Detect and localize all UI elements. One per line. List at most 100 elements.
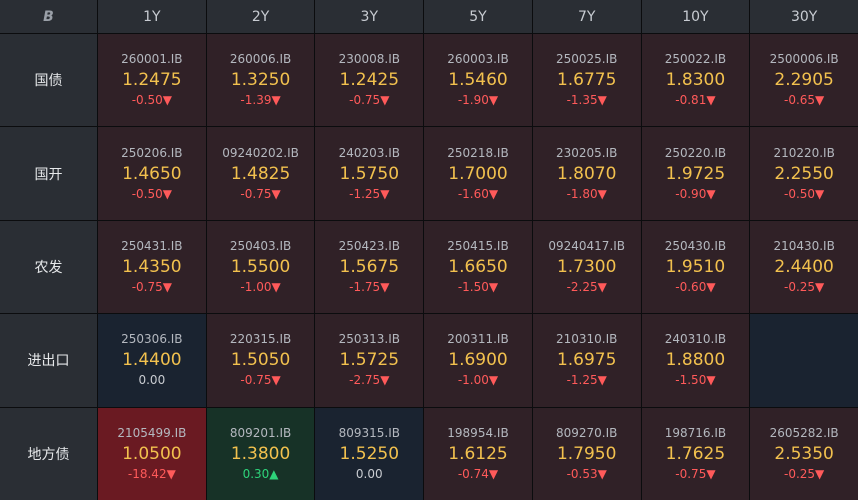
tenor-header-3y: 3Y: [315, 0, 424, 33]
bond-yield: 2.5350: [774, 443, 834, 464]
quote-cell[interactable]: 2605282.IB 2.5350 -0.25▼: [750, 407, 858, 500]
bond-yield: 1.2425: [339, 70, 400, 91]
app-logo-icon[interactable]: B: [0, 0, 97, 33]
quote-cell[interactable]: 250220.IB 1.9725 -0.90▼: [641, 127, 750, 220]
quote-cell[interactable]: 250423.IB 1.5675 -1.75▼: [315, 220, 424, 314]
quote-cell[interactable]: 2500006.IB 2.2905 -0.65▼: [750, 34, 858, 127]
bond-yield: 1.8300: [665, 70, 726, 91]
bond-code: 250313.IB: [338, 332, 400, 347]
bond-code: 250206.IB: [121, 145, 183, 160]
yield-change: -0.75▼: [240, 186, 281, 201]
yield-change: -1.50▼: [675, 373, 716, 388]
quote-cell[interactable]: 210430.IB 2.4400 -0.25▼: [750, 220, 858, 314]
quote-cell[interactable]: 198954.IB 1.6125 -0.74▼: [424, 407, 532, 500]
bond-code: 240203.IB: [338, 145, 400, 160]
yield-change: -0.65▼: [784, 93, 825, 108]
bond-code: 220315.IB: [229, 332, 292, 347]
yield-change: -1.25▼: [349, 186, 390, 201]
quote-cell[interactable]: 240203.IB 1.5750 -1.25▼: [315, 127, 424, 220]
tenor-header-2y: 2Y: [206, 0, 315, 33]
bond-yield: 1.7300: [556, 256, 617, 277]
quote-cell[interactable]: 09240417.IB 1.7300 -2.25▼: [532, 220, 641, 314]
quote-cell[interactable]: 250218.IB 1.7000 -1.60▼: [424, 127, 532, 220]
quote-cell[interactable]: 250430.IB 1.9510 -0.60▼: [641, 220, 750, 314]
bond-code: 260006.IB: [229, 52, 292, 67]
bond-yield: 1.3800: [230, 443, 291, 464]
yield-change: -1.35▼: [566, 93, 607, 108]
bond-yield: 1.7000: [448, 163, 508, 184]
bond-code: 210310.IB: [556, 332, 618, 347]
yield-change: -0.75▼: [131, 279, 172, 294]
bond-code: 09240202.IB: [222, 145, 299, 160]
quote-cell[interactable]: 250206.IB 1.4650 -0.50▼: [98, 127, 206, 220]
quote-cell[interactable]: 809201.IB 1.3800 0.30▲: [206, 407, 315, 500]
quote-cell[interactable]: 809315.IB 1.5250 0.00: [315, 407, 424, 500]
quote-cell[interactable]: 200311.IB 1.6900 -1.00▼: [424, 314, 532, 407]
quote-cell[interactable]: 250415.IB 1.6650 -1.50▼: [424, 220, 532, 314]
quote-cell[interactable]: 250306.IB 1.4400 0.00: [98, 314, 206, 407]
yield-change: -0.60▼: [675, 279, 716, 294]
bond-code: 250403.IB: [229, 238, 292, 253]
yield-change: -0.25▼: [784, 466, 825, 481]
quote-cell[interactable]: 198716.IB 1.7625 -0.75▼: [641, 407, 750, 500]
yield-change: 0.00: [138, 373, 166, 388]
bond-code: 260001.IB: [121, 52, 183, 67]
quote-cell[interactable]: 230205.IB 1.8070 -1.80▼: [532, 127, 641, 220]
bond-yield: 1.7625: [665, 443, 726, 464]
bond-yield: 1.4825: [230, 163, 291, 184]
quote-cell[interactable]: 809270.IB 1.7950 -0.53▼: [532, 407, 641, 500]
bond-yield: 1.6775: [556, 70, 617, 91]
quote-cell[interactable]: 250025.IB 1.6775 -1.35▼: [532, 34, 641, 127]
bond-code: 250415.IB: [447, 238, 509, 253]
empty-quote-cell: [750, 314, 858, 407]
bond-yield: 1.7950: [556, 443, 617, 464]
bond-yield: 2.2905: [774, 70, 834, 91]
yield-change: -0.25▼: [784, 279, 825, 294]
bond-code: 250022.IB: [664, 52, 727, 67]
bond-code: 250306.IB: [121, 332, 183, 347]
yield-change: -1.39▼: [240, 93, 281, 108]
bond-code: 250431.IB: [121, 238, 183, 253]
bond-yield: 1.9510: [665, 256, 726, 277]
bond-yield: 1.6650: [448, 256, 508, 277]
bond-code: 198716.IB: [664, 425, 727, 440]
bond-code: 260003.IB: [447, 52, 509, 67]
quote-cell[interactable]: 250431.IB 1.4350 -0.75▼: [98, 220, 206, 314]
bond-yield: 1.6125: [448, 443, 508, 464]
quote-cell[interactable]: 250313.IB 1.5725 -2.75▼: [315, 314, 424, 407]
yield-change: 0.30▲: [242, 466, 279, 481]
quote-cell[interactable]: 230008.IB 1.2425 -0.75▼: [315, 34, 424, 127]
row-label: 地方债: [0, 407, 97, 500]
yield-change: -0.75▼: [675, 466, 716, 481]
yield-change: -1.75▼: [349, 279, 390, 294]
bond-code: 250220.IB: [664, 145, 727, 160]
bond-yield: 1.5050: [230, 350, 291, 371]
quote-cell[interactable]: 260006.IB 1.3250 -1.39▼: [206, 34, 315, 127]
tenor-header-7y: 7Y: [532, 0, 641, 33]
row-label: 国开: [0, 127, 97, 220]
yield-change: -1.90▼: [457, 93, 499, 108]
quote-cell[interactable]: 09240202.IB 1.4825 -0.75▼: [206, 127, 315, 220]
bond-code: 2500006.IB: [769, 52, 839, 67]
bond-code: 230008.IB: [338, 52, 400, 67]
quote-cell[interactable]: 210220.IB 2.2550 -0.50▼: [750, 127, 858, 220]
yield-change: -0.50▼: [784, 186, 825, 201]
quote-cell[interactable]: 240310.IB 1.8800 -1.50▼: [641, 314, 750, 407]
quote-cell[interactable]: 260003.IB 1.5460 -1.90▼: [424, 34, 532, 127]
row-label: 进出口: [0, 314, 97, 407]
quote-cell[interactable]: 260001.IB 1.2475 -0.50▼: [98, 34, 206, 127]
bond-code: 250423.IB: [338, 238, 400, 253]
quote-cell[interactable]: 210310.IB 1.6975 -1.25▼: [532, 314, 641, 407]
bond-yield: 1.9725: [665, 163, 726, 184]
quote-cell[interactable]: 250022.IB 1.8300 -0.81▼: [641, 34, 750, 127]
quote-cell[interactable]: 2105499.IB 1.0500 -18.42▼: [98, 407, 206, 500]
quote-cell[interactable]: 220315.IB 1.5050 -0.75▼: [206, 314, 315, 407]
bond-code: 210430.IB: [773, 238, 835, 253]
bond-code: 250430.IB: [664, 238, 727, 253]
quote-cell[interactable]: 250403.IB 1.5500 -1.00▼: [206, 220, 315, 314]
yield-change: -1.50▼: [457, 279, 499, 294]
bond-yield: 1.5250: [339, 443, 400, 464]
bond-yield: 1.4650: [122, 163, 182, 184]
bond-yield: 1.5675: [339, 256, 400, 277]
